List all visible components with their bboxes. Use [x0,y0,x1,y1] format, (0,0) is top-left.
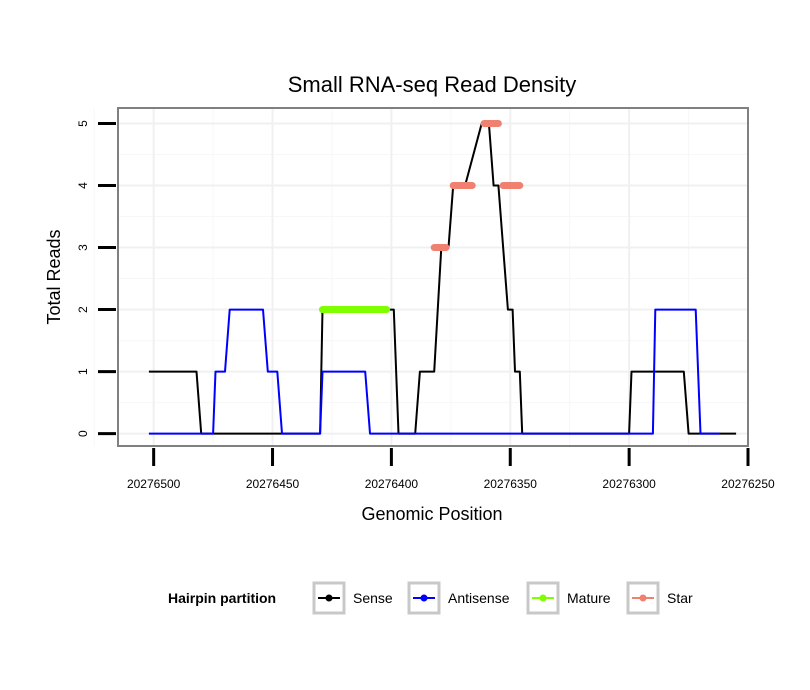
series-layer [148,122,737,435]
x-tick-label: 20276300 [602,477,656,491]
panel-border [117,107,749,447]
x-tick-label: 20276350 [484,477,538,491]
y-axis-title: Total Reads [44,229,64,324]
y-tick-label: 4 [76,182,90,189]
x-tick-label: 20276450 [246,477,300,491]
legend-label-sense: Sense [353,590,393,606]
legend-label-antisense: Antisense [448,590,510,606]
y-tick-label: 1 [76,368,90,375]
x-axis-title: Genomic Position [361,504,502,524]
chart-title: Small RNA-seq Read Density [288,72,577,97]
y-tick-label: 5 [76,120,90,127]
x-tick-label: 20276500 [127,477,181,491]
y-tick-label: 3 [76,244,90,251]
y-tick-label: 2 [76,306,90,313]
legend-key-dot [325,594,333,602]
antisense-series-line [148,308,720,435]
segment-layer [318,120,524,314]
x-tick-label: 20276250 [721,477,775,491]
legend-key-dot [639,594,647,602]
y-axis: 0 1 2 3 4 5 [76,120,116,437]
legend-label-mature: Mature [567,590,611,606]
legend-label-star: Star [667,590,693,606]
x-axis: 20276500 20276450 20276400 20276350 20276300… [127,448,775,491]
legend-key-dot [420,594,428,602]
legend: Hairpin partition Sense Antisense Mature St… [168,581,693,615]
legend-key-dot [539,594,547,602]
y-tick-label: 0 [76,430,90,437]
x-tick-label: 20276400 [365,477,419,491]
legend-title: Hairpin partition [168,590,276,606]
